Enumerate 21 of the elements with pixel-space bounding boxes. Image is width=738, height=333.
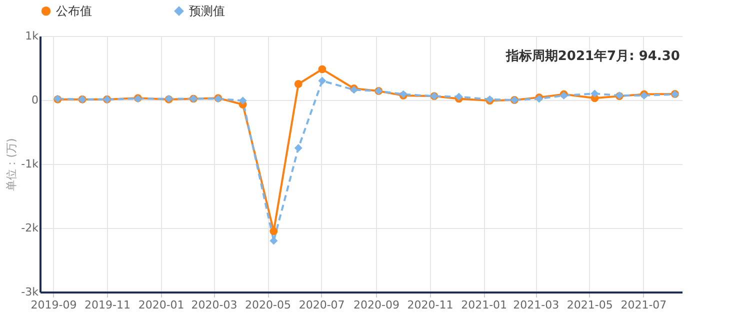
x-tick-label: 2021-01 bbox=[461, 298, 508, 312]
y-tick-label: -3k bbox=[21, 286, 40, 298]
y-tick-label: 1k bbox=[25, 30, 40, 42]
y-tick-label: -1k bbox=[21, 158, 40, 170]
x-tick-label: 2020-05 bbox=[245, 298, 292, 312]
x-tick-label: 2021-07 bbox=[620, 298, 667, 312]
x-tick-label: 2021-05 bbox=[566, 298, 613, 312]
x-tick-label: 2019-09 bbox=[30, 298, 77, 312]
x-tick-label: 2020-07 bbox=[298, 298, 345, 312]
y-tick-label: 0 bbox=[32, 94, 38, 106]
annotation: 指标周期2021年7月: 94.30 bbox=[504, 48, 680, 64]
x-tick-label: 2020-03 bbox=[191, 298, 238, 312]
x-tick-label: 2020-09 bbox=[354, 298, 400, 312]
x-tick-label: 2021-03 bbox=[513, 298, 560, 312]
y-axis-title: 单位：(万) bbox=[5, 138, 18, 191]
y-tick-label: -2k bbox=[21, 222, 40, 234]
legend-label: 预测值 bbox=[189, 4, 225, 18]
x-tick-label: 2020-01 bbox=[138, 298, 184, 312]
legend-label: 公布值 bbox=[56, 4, 92, 18]
x-tick-label: 2019-11 bbox=[84, 298, 131, 312]
x-tick-label: 2020-11 bbox=[407, 298, 454, 312]
